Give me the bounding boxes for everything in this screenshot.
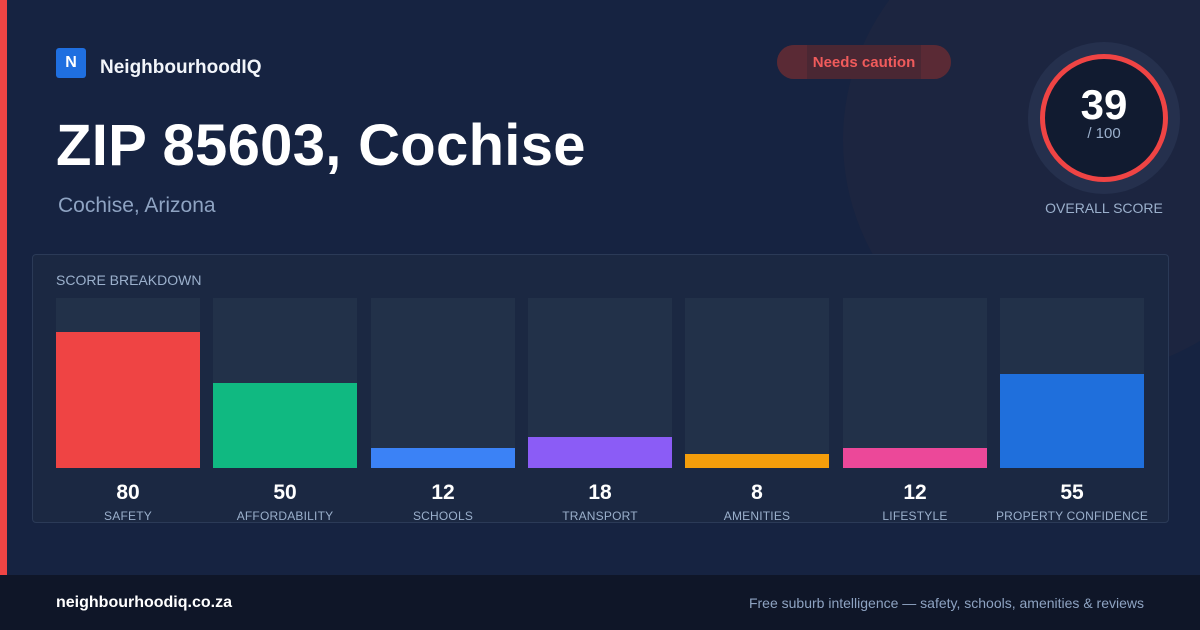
share-card: N NeighbourhoodIQ Needs caution ZIP 8560… — [0, 0, 1180, 575]
bar-schools: 12 SCHOOLS — [371, 298, 515, 523]
breakdown-bars: 80 SAFETY 50 AFFORDABILITY 12 SCHOOLS 18 TRANSP… — [56, 298, 1148, 523]
bar-track — [685, 298, 829, 468]
overall-score-value: 39 — [1080, 81, 1128, 128]
footer-tagline: Free suburb intelligence — safety, schoo… — [748, 594, 1144, 611]
bar-label: TRANSPORT — [562, 509, 638, 523]
bar-fill — [371, 448, 515, 468]
accent-stripe — [0, 0, 7, 575]
status-badge: Needs caution — [777, 45, 951, 79]
score-breakdown-panel: SCORE BREAKDOWN 80 SAFETY 50 AFFORDABILITY 1… — [32, 254, 1169, 523]
overall-score-dial: 39 / 100 — [1040, 54, 1168, 182]
overall-score-ring: 39 / 100 — [1028, 42, 1180, 194]
bar-value: 55 — [1060, 481, 1084, 504]
footer-domain-link[interactable]: neighbourhoodiq.co.za — [56, 593, 232, 611]
bar-fill — [843, 448, 987, 468]
bar-fill — [685, 454, 829, 468]
bar-value: 18 — [588, 481, 612, 504]
bar-label: LIFESTYLE — [882, 509, 948, 523]
brand[interactable]: N NeighbourhoodIQ — [56, 46, 261, 79]
bar-track — [1000, 298, 1144, 468]
bar-value: 50 — [273, 481, 297, 504]
bar-fill — [1000, 374, 1144, 468]
status-badge-label: Needs caution — [812, 53, 916, 71]
bar-value: 80 — [116, 481, 140, 504]
bar-track — [371, 298, 515, 468]
bar-label: AMENITIES — [723, 509, 791, 523]
bar-value: 12 — [431, 481, 455, 504]
bar-fill — [213, 383, 357, 468]
location-subtitle: Cochise, Arizona — [58, 194, 216, 217]
bar-label: AFFORDABILITY — [236, 509, 334, 523]
bar-track — [528, 298, 672, 468]
overall-score-max: / 100 — [1087, 125, 1121, 142]
bar-track — [213, 298, 357, 468]
page-title: ZIP 85603, Cochise — [56, 113, 586, 178]
bar-value: 12 — [903, 481, 927, 504]
bar-fill — [56, 332, 200, 468]
brand-name: NeighbourhoodIQ — [100, 57, 262, 78]
bar-transport: 18 TRANSPORT — [528, 298, 672, 523]
overall-score-label: OVERALL SCORE — [1045, 200, 1163, 216]
breakdown-title: SCORE BREAKDOWN — [56, 272, 202, 288]
bar-safety: 80 SAFETY — [56, 298, 200, 523]
bar-label: PROPERTY CONFIDENCE — [995, 509, 1149, 523]
bar-track — [56, 298, 200, 468]
bar-affordability: 50 AFFORDABILITY — [213, 298, 357, 523]
bar-property-confidence: 55 PROPERTY CONFIDENCE — [996, 298, 1148, 523]
bar-lifestyle: 12 LIFESTYLE — [843, 298, 987, 523]
bar-label: SCHOOLS — [412, 509, 474, 523]
bar-label: SAFETY — [104, 509, 152, 523]
footer: neighbourhoodiq.co.za Free suburb intell… — [0, 575, 1200, 630]
bar-track — [843, 298, 987, 468]
bar-amenities: 8 AMENITIES — [685, 298, 829, 523]
brand-logo-icon: N — [56, 47, 86, 78]
bar-value: 8 — [751, 481, 763, 504]
bar-fill — [528, 437, 672, 468]
